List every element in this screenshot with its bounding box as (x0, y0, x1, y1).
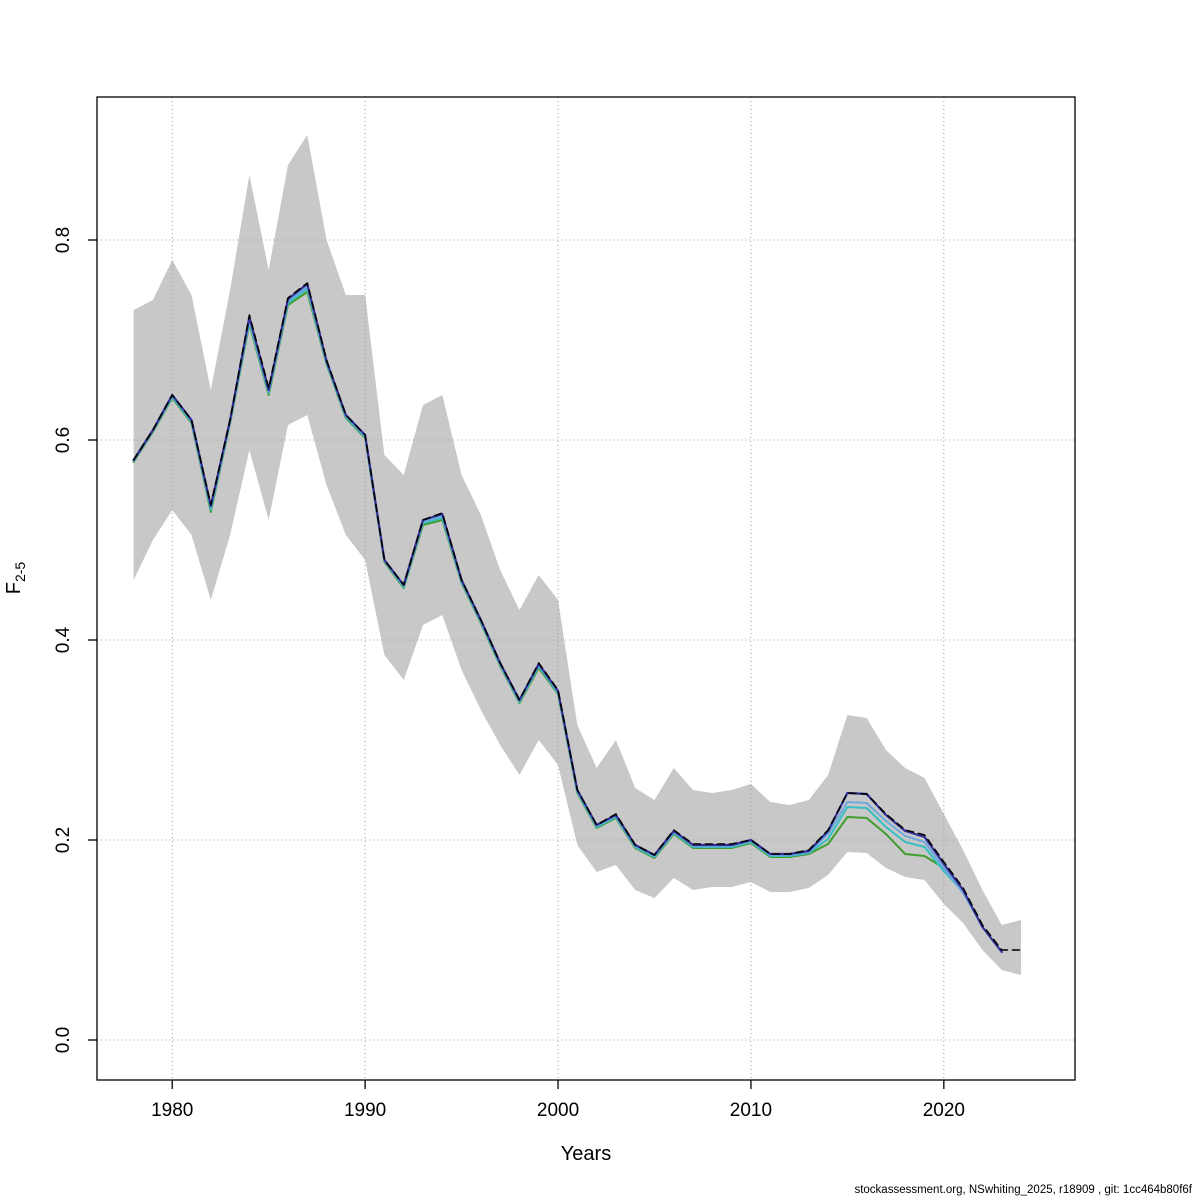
y-tick-label: 0.6 (53, 427, 74, 453)
y-tick-label: 0.4 (53, 626, 74, 653)
x-tick-label: 1980 (151, 1100, 193, 1121)
x-tick-label: 2000 (537, 1100, 579, 1121)
x-axis-label: Years (561, 1143, 611, 1165)
confidence-band (133, 135, 1021, 975)
x-tick-label: 1990 (344, 1100, 386, 1121)
y-axis-label: F2-5 (3, 562, 28, 595)
x-tick-label: 2020 (923, 1100, 965, 1121)
y-axis-label-main: F (3, 582, 25, 594)
series-line-current-run (132, 282, 1022, 951)
y-tick-label: 0.2 (53, 827, 74, 853)
plot-border (96, 96, 1076, 1081)
y-axis-label-subscript: 2-5 (12, 562, 28, 582)
y-tick-label: 0.0 (53, 1027, 74, 1053)
plot-layer: 1980 1990 2000 2010 2020 0.0 0.2 0.4 0.6 0.8 (53, 96, 1076, 1121)
x-tick-label: 2010 (730, 1100, 772, 1121)
y-tick-label: 0.8 (53, 227, 74, 253)
source-attribution: stockassessment.org, NSwhiting_2025, r18… (854, 1184, 1192, 1196)
